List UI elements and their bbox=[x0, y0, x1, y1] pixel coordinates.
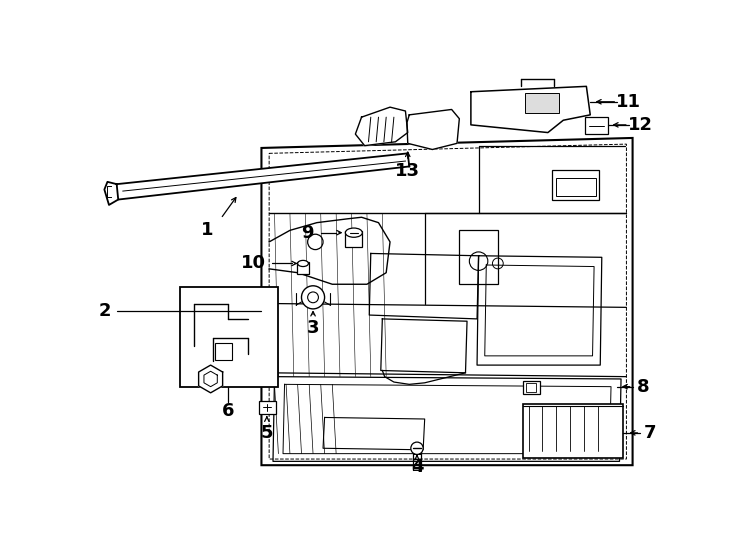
Bar bbox=[297, 262, 309, 274]
Circle shape bbox=[411, 442, 423, 455]
Text: 2: 2 bbox=[99, 302, 112, 320]
Polygon shape bbox=[355, 107, 408, 146]
Polygon shape bbox=[117, 153, 410, 200]
Polygon shape bbox=[261, 138, 633, 465]
Text: 9: 9 bbox=[302, 224, 314, 242]
Bar bbox=[459, 231, 498, 284]
Text: 6: 6 bbox=[222, 402, 235, 420]
Polygon shape bbox=[471, 86, 590, 132]
Ellipse shape bbox=[297, 260, 308, 267]
Text: 13: 13 bbox=[395, 162, 421, 180]
Bar bbox=[215, 343, 232, 360]
Polygon shape bbox=[104, 182, 118, 205]
Text: 12: 12 bbox=[628, 116, 653, 134]
Text: 4: 4 bbox=[411, 458, 424, 476]
Bar bbox=[526, 383, 537, 392]
Ellipse shape bbox=[346, 228, 363, 237]
Bar bbox=[523, 381, 540, 394]
Bar bbox=[523, 403, 623, 457]
Text: 11: 11 bbox=[617, 93, 642, 111]
Text: 10: 10 bbox=[241, 254, 266, 273]
Bar bbox=[180, 287, 278, 387]
Bar bbox=[585, 117, 608, 134]
Bar bbox=[259, 401, 276, 414]
Bar bbox=[346, 231, 363, 247]
Text: 8: 8 bbox=[637, 377, 650, 396]
Polygon shape bbox=[407, 110, 459, 150]
Bar bbox=[552, 170, 600, 200]
Text: 5: 5 bbox=[261, 424, 273, 442]
Circle shape bbox=[302, 286, 324, 309]
Polygon shape bbox=[199, 365, 222, 393]
Bar bbox=[525, 93, 559, 112]
Text: 7: 7 bbox=[644, 424, 656, 442]
Text: 3: 3 bbox=[307, 319, 319, 337]
Bar bbox=[556, 178, 595, 195]
Text: 1: 1 bbox=[201, 221, 214, 239]
